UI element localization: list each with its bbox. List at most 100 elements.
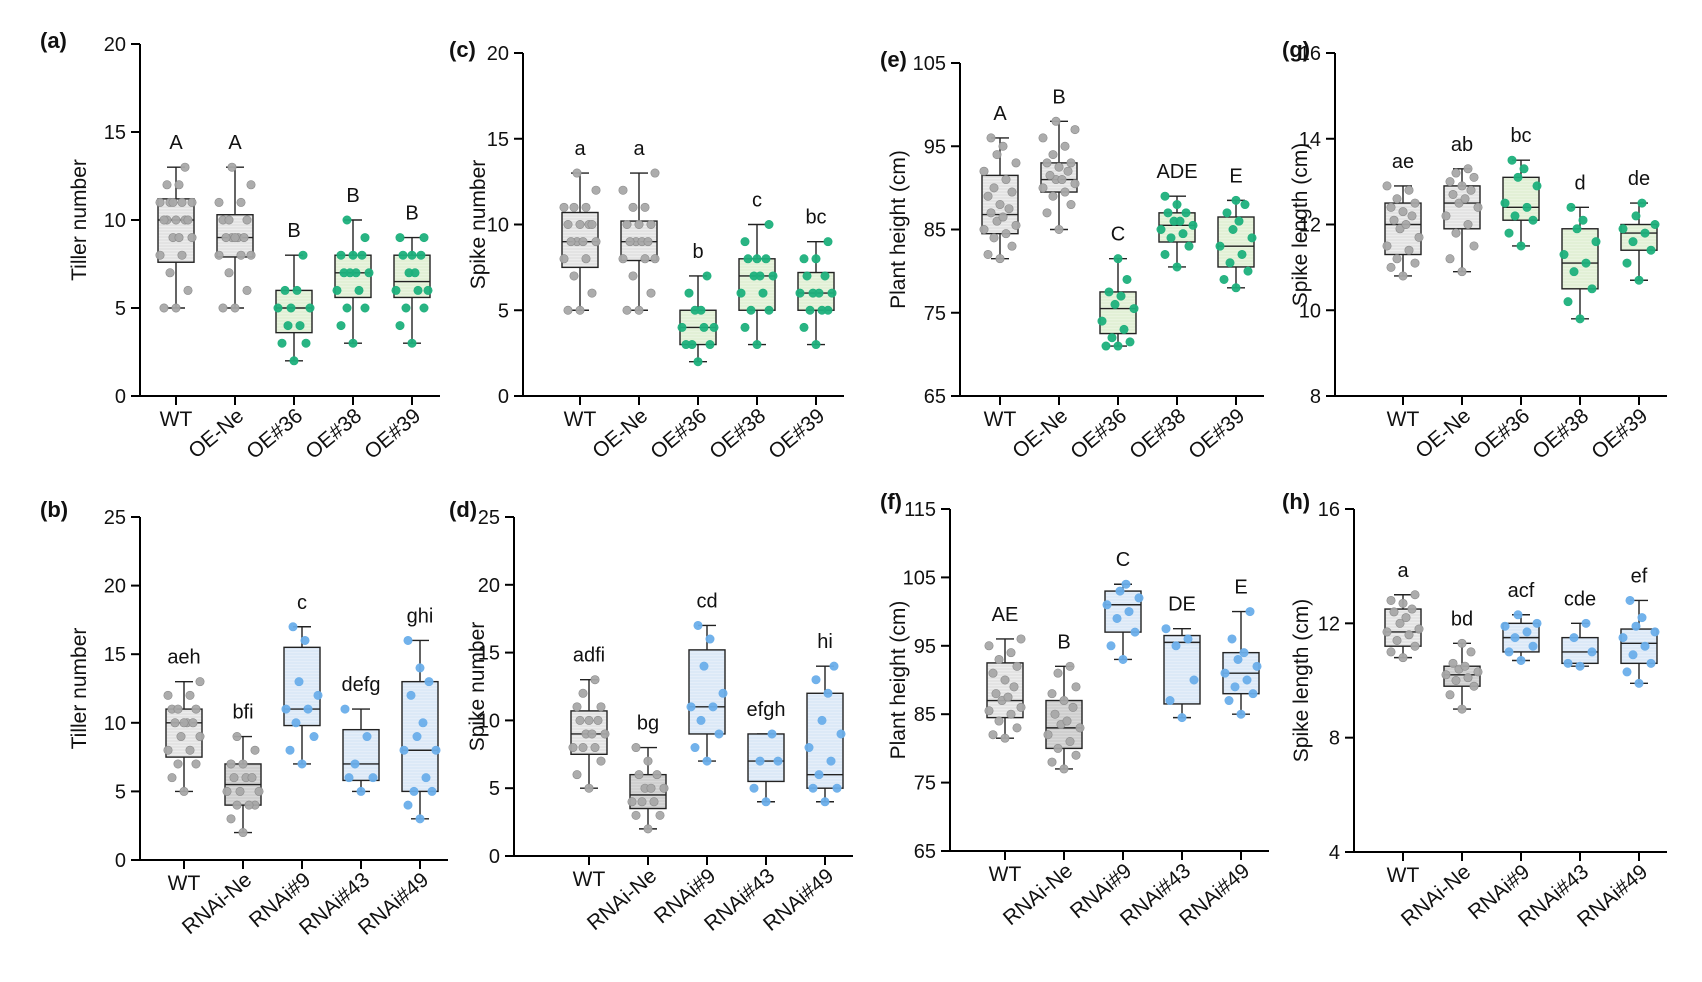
data-point bbox=[646, 783, 656, 793]
data-point bbox=[768, 271, 778, 281]
data-point bbox=[362, 732, 372, 742]
panel-c: (c) Spike number 0 5 10 15 20 a WT a OE-Ne b OE#36 c O… bbox=[449, 37, 844, 464]
data-point bbox=[559, 254, 569, 264]
data-point bbox=[584, 783, 594, 793]
data-point bbox=[1519, 164, 1529, 174]
data-point bbox=[584, 715, 594, 725]
data-point bbox=[191, 704, 201, 714]
data-point bbox=[364, 268, 374, 278]
y-tick-label: 20 bbox=[104, 576, 126, 598]
data-point bbox=[634, 220, 644, 230]
data-point bbox=[1070, 125, 1080, 135]
data-point bbox=[709, 322, 719, 332]
x-tick-label: OE#38 bbox=[301, 404, 366, 464]
panel-f: (f)Plant height (cm)65758595105115AEWTBR… bbox=[880, 489, 1269, 931]
data-point bbox=[170, 718, 180, 728]
significance-letter: de bbox=[1628, 168, 1650, 190]
data-point bbox=[168, 197, 178, 207]
data-point bbox=[587, 220, 597, 230]
data-point bbox=[1070, 179, 1080, 189]
data-point bbox=[286, 303, 296, 313]
data-point bbox=[1625, 595, 1635, 605]
data-point bbox=[407, 338, 417, 348]
data-point bbox=[1637, 198, 1647, 208]
x-tick-label: OE#39 bbox=[360, 404, 425, 464]
y-tick-label: 15 bbox=[487, 129, 509, 151]
significance-letter: adfi bbox=[573, 645, 605, 667]
data-point bbox=[1220, 668, 1230, 678]
data-point bbox=[1646, 245, 1656, 255]
data-point bbox=[1563, 297, 1573, 307]
data-point bbox=[173, 704, 183, 714]
data-point bbox=[659, 783, 669, 793]
data-point bbox=[622, 220, 632, 230]
panel-e: (e) Plant height (cm) 65 75 85 95 105 A WT B OE-Ne… bbox=[880, 47, 1264, 464]
y-axis-label: Tiller number bbox=[68, 628, 91, 750]
y-tick-label: 15 bbox=[104, 122, 126, 144]
data-point bbox=[415, 663, 425, 673]
significance-letter: bg bbox=[637, 713, 659, 735]
data-point bbox=[1160, 249, 1170, 259]
data-point bbox=[177, 197, 187, 207]
data-point bbox=[1231, 283, 1241, 293]
data-point bbox=[1006, 709, 1016, 719]
y-tick-label: 10 bbox=[104, 210, 126, 232]
data-point bbox=[989, 183, 999, 193]
data-point bbox=[340, 704, 350, 714]
data-point bbox=[1395, 618, 1405, 628]
data-point bbox=[1225, 258, 1235, 268]
data-point bbox=[1631, 621, 1641, 631]
data-point bbox=[348, 250, 358, 260]
data-point bbox=[303, 704, 313, 714]
data-point bbox=[163, 690, 173, 700]
data-point bbox=[1001, 229, 1011, 239]
data-point bbox=[399, 745, 409, 755]
data-point bbox=[702, 756, 712, 766]
significance-letter: C bbox=[1116, 549, 1130, 571]
data-point bbox=[758, 288, 768, 298]
data-point bbox=[1510, 633, 1520, 643]
data-point bbox=[351, 268, 361, 278]
data-point bbox=[1248, 689, 1258, 699]
data-point bbox=[1066, 158, 1076, 168]
data-point bbox=[1392, 635, 1402, 645]
significance-letter: bc bbox=[1510, 125, 1531, 147]
data-point bbox=[250, 745, 260, 755]
x-tick-label: OE#39 bbox=[764, 404, 829, 464]
data-point bbox=[1516, 655, 1526, 665]
significance-letter: c bbox=[752, 190, 762, 212]
data-point bbox=[1500, 198, 1510, 208]
data-point bbox=[1513, 172, 1523, 182]
data-point bbox=[1057, 175, 1067, 185]
y-tick-label: 115 bbox=[904, 499, 936, 521]
data-point bbox=[755, 271, 765, 281]
box-group-wt: adfi WT bbox=[568, 645, 610, 891]
y-tick-label: 10 bbox=[487, 215, 509, 237]
x-tick-label: OE#36 bbox=[1066, 404, 1131, 464]
data-point bbox=[173, 759, 183, 769]
data-point bbox=[185, 690, 195, 700]
data-point bbox=[805, 305, 815, 315]
significance-letter: defg bbox=[342, 674, 381, 696]
data-point bbox=[1563, 658, 1573, 668]
data-point bbox=[693, 620, 703, 630]
data-point bbox=[1252, 661, 1262, 671]
data-point bbox=[1401, 613, 1411, 623]
box-group-wt: a WT bbox=[1382, 560, 1424, 887]
x-tick-label: WT bbox=[168, 872, 201, 895]
data-point bbox=[1188, 220, 1198, 230]
data-point bbox=[832, 783, 842, 793]
data-point bbox=[684, 288, 694, 298]
x-tick-label: WT bbox=[564, 408, 597, 431]
data-point bbox=[563, 305, 573, 315]
data-point bbox=[1110, 299, 1120, 309]
significance-letter: DE bbox=[1168, 594, 1196, 616]
data-point bbox=[357, 250, 367, 260]
data-point bbox=[677, 322, 687, 332]
data-point bbox=[829, 661, 839, 671]
y-axis-label: Spike length (cm) bbox=[1290, 599, 1313, 762]
y-tick-label: 65 bbox=[924, 386, 946, 408]
data-point bbox=[332, 285, 342, 295]
